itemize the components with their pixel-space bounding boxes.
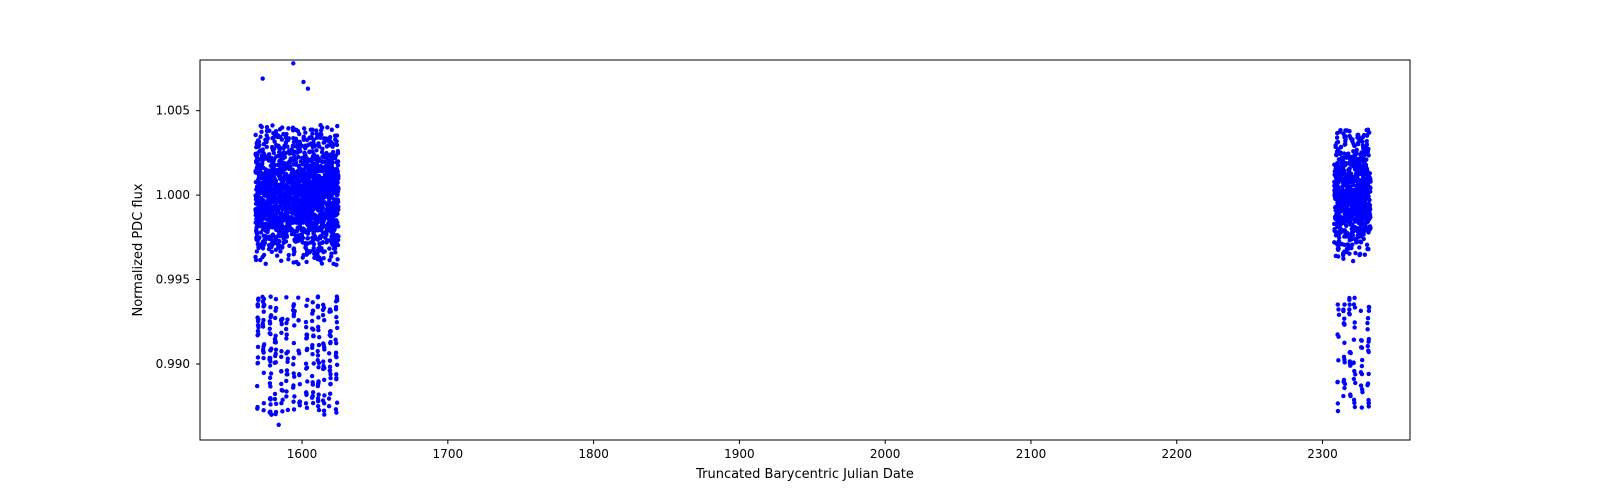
scatter-chart: 1600 1700 1800 1900 2000 2100 2200 2300 0.990 0.9… xyxy=(0,0,1600,500)
chart-wrapper: 1600 1700 1800 1900 2000 2100 2200 2300 0.990 0.9… xyxy=(0,0,1600,500)
xtick-label: 2000 xyxy=(870,447,901,461)
y-axis-label: Normalized PDC flux xyxy=(131,183,146,316)
xtick-label: 1800 xyxy=(578,447,609,461)
xtick-label: 2100 xyxy=(1016,447,1047,461)
xtick-label: 2200 xyxy=(1161,447,1192,461)
ytick-label: 0.995 xyxy=(156,273,190,287)
xtick-label: 1700 xyxy=(433,447,464,461)
ytick-label: 0.990 xyxy=(156,357,190,371)
ytick-label: 1.000 xyxy=(156,188,190,202)
xtick-label: 2300 xyxy=(1307,447,1338,461)
ytick-label: 1.005 xyxy=(156,104,190,118)
x-axis-label: Truncated Barycentric Julian Date xyxy=(695,467,914,482)
xtick-label: 1600 xyxy=(287,447,318,461)
xtick-label: 1900 xyxy=(724,447,755,461)
